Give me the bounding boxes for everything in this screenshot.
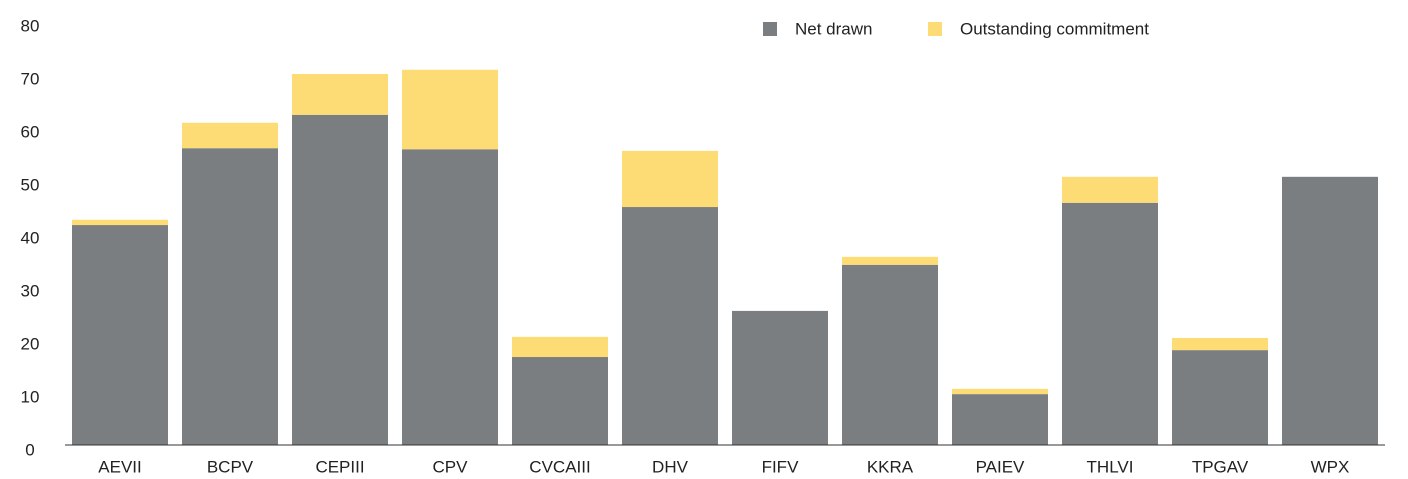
x-tick-label: CEPIII (315, 457, 364, 476)
bar-segment (402, 149, 498, 445)
legend-label: Outstanding commitment (960, 19, 1149, 38)
bar-segment (1172, 350, 1268, 445)
x-tick-label: THLVI (1087, 457, 1134, 476)
bar-segment (72, 225, 168, 445)
x-tick-label: CPV (433, 457, 469, 476)
bar-segment (842, 256, 938, 265)
bar-segment (622, 150, 718, 208)
x-tick-label: KKRA (867, 457, 914, 476)
bar-segment (512, 336, 608, 358)
y-tick-label: 30 (21, 281, 40, 300)
bar-segment (1062, 176, 1158, 203)
bar-segment (952, 394, 1048, 445)
bar-segment (842, 264, 938, 445)
x-tick-label: BCPV (207, 457, 254, 476)
bar-segment (292, 114, 388, 445)
legend-swatch (763, 22, 777, 36)
x-tick-label: DHV (652, 457, 689, 476)
bar-segment (72, 219, 168, 226)
x-tick-label: TPGAV (1192, 457, 1249, 476)
x-tick-label: PAIEV (976, 457, 1025, 476)
y-tick-label: 80 (21, 16, 40, 35)
bar-segment (622, 207, 718, 445)
bar-segment (952, 388, 1048, 395)
x-tick-label: CVCAIII (529, 457, 590, 476)
bar-segment (1282, 176, 1378, 445)
x-tick-label: FIFV (762, 457, 799, 476)
bar-segment (732, 310, 828, 445)
bar-segment (512, 357, 608, 445)
y-tick-label: 70 (21, 69, 40, 88)
y-tick-label: 50 (21, 175, 40, 194)
bar-segment (182, 148, 278, 445)
bar-segment (292, 74, 388, 115)
bar-segment (182, 122, 278, 149)
legend-swatch (928, 22, 942, 36)
bar-segment (1172, 337, 1268, 351)
legend-label: Net drawn (795, 19, 872, 38)
y-tick-label: 10 (21, 387, 40, 406)
x-tick-label: AEVII (98, 457, 141, 476)
y-tick-label: 60 (21, 122, 40, 141)
y-tick-label: 20 (21, 334, 40, 353)
bar-segment (402, 69, 498, 150)
y-tick-label: 0 (25, 440, 34, 459)
bar-segment (1062, 202, 1158, 445)
y-tick-label: 40 (21, 228, 40, 247)
x-tick-label: WPX (1311, 457, 1350, 476)
